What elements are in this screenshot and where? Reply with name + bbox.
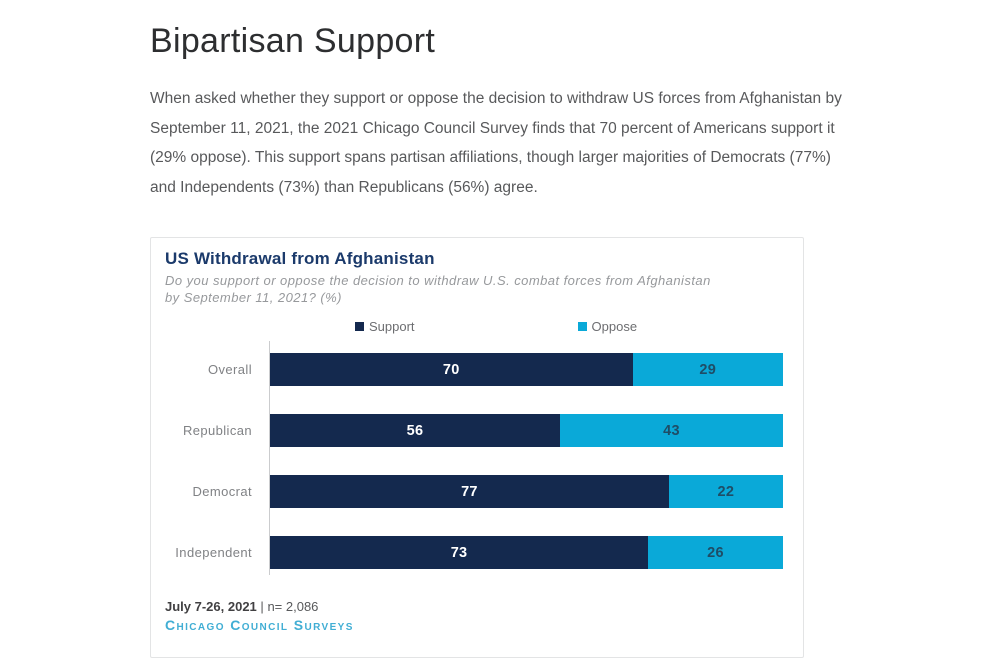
bar-segment-support: 73 <box>270 536 649 569</box>
intro-paragraph: When asked whether they support or oppos… <box>150 90 842 196</box>
legend-label-oppose: Oppose <box>591 319 638 334</box>
chart-title: US Withdrawal from Afghanistan <box>165 249 435 268</box>
category-label: Democrat <box>192 484 252 499</box>
category-label: Overall <box>208 362 252 377</box>
bar-value: 56 <box>406 422 424 439</box>
chart-card: US Withdrawal from Afghanistan Do you su… <box>150 237 804 658</box>
source-attribution: Chicago Council Surveys <box>165 617 354 633</box>
legend-item-oppose: Oppose <box>577 319 638 334</box>
bar-value: 73 <box>450 544 468 561</box>
oppose-swatch-icon <box>577 322 587 331</box>
category-label: Republican <box>182 423 252 438</box>
bar-row: Republican 56 43 <box>165 414 789 447</box>
page-title: Bipartisan Support <box>150 22 436 60</box>
sample-size: n= 2,086 <box>267 599 319 614</box>
meta-separator: | <box>260 599 264 614</box>
article-section: Bipartisan Support When asked whether th… <box>150 22 860 658</box>
legend-item-support: Support <box>355 319 415 334</box>
bar-row: Overall 70 29 <box>165 353 789 386</box>
bar-value: 26 <box>707 544 724 561</box>
bar-segment-support: 70 <box>270 353 633 386</box>
bar-row: Independent 73 26 <box>165 536 789 569</box>
bar-segment-support: 56 <box>270 414 561 447</box>
bar-value: 70 <box>442 361 460 378</box>
bar-track: 70 29 <box>270 353 788 386</box>
chart-footer: July 7-26, 2021 | n= 2,086 Chicago Counc… <box>165 599 789 633</box>
legend-label-support: Support <box>369 319 415 334</box>
chart-subtitle: Do you support or oppose the decision to… <box>165 273 711 305</box>
bar-track: 56 43 <box>270 414 788 447</box>
survey-date: July 7-26, 2021 <box>165 599 257 614</box>
support-swatch-icon <box>355 322 364 331</box>
chart-legend: Support Oppose <box>355 319 789 334</box>
survey-meta: July 7-26, 2021 | n= 2,086 <box>165 599 789 614</box>
bar-row: Democrat 77 22 <box>165 475 789 508</box>
bar-value: 22 <box>717 483 735 500</box>
bar-value: 77 <box>461 483 478 500</box>
bar-segment-support: 77 <box>270 475 669 508</box>
bar-track: 77 22 <box>270 475 788 508</box>
bar-segment-oppose: 26 <box>648 536 783 569</box>
bar-value: 29 <box>699 361 717 378</box>
bar-segment-oppose: 22 <box>668 475 783 508</box>
bar-value: 43 <box>663 422 680 439</box>
bar-chart: Overall 70 29 Republican 56 43 Democrat 77 22 Ind… <box>165 341 789 575</box>
bar-track: 73 26 <box>270 536 788 569</box>
bar-segment-oppose: 29 <box>632 353 783 386</box>
category-label: Independent <box>175 545 252 560</box>
bar-segment-oppose: 43 <box>560 414 783 447</box>
